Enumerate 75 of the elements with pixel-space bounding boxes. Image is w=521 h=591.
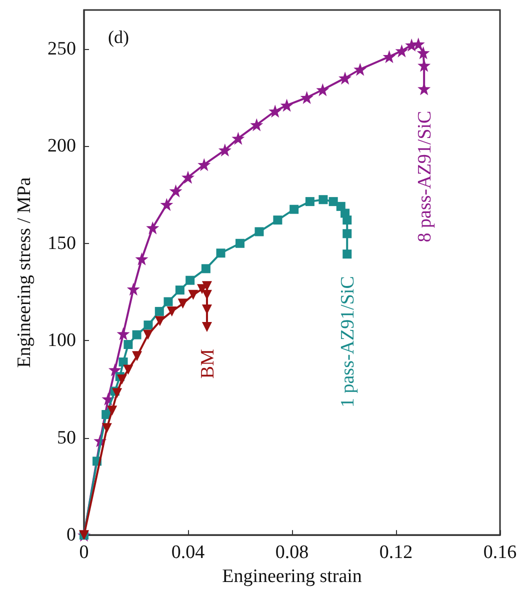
annotation: (d)	[108, 27, 129, 47]
point	[178, 298, 188, 309]
x-tick-label: 0.12	[379, 542, 413, 564]
point	[305, 197, 314, 206]
point	[202, 290, 212, 300]
y-tick-label: 100	[48, 330, 76, 352]
x-axis-title: Engineering strain	[222, 566, 362, 587]
point	[132, 351, 142, 362]
point	[342, 229, 352, 238]
point	[142, 330, 153, 340]
point	[236, 238, 244, 248]
point	[116, 327, 130, 340]
point	[300, 91, 314, 104]
point	[116, 374, 127, 385]
x-tick-label: 0.04	[171, 542, 206, 564]
point	[202, 304, 212, 314]
point	[132, 330, 142, 340]
y-tick-label: 50	[57, 427, 76, 448]
point	[280, 98, 294, 112]
y-tick-label: 150	[48, 232, 76, 254]
point	[250, 118, 264, 132]
point	[154, 316, 165, 326]
text: BM	[197, 348, 218, 379]
point	[338, 72, 352, 85]
y-tick-label: 250	[48, 38, 76, 60]
text: 8 pass-AZ91/SiC	[414, 110, 436, 242]
point	[316, 83, 330, 96]
y-axis-title: Engineering stress / MPa	[14, 176, 35, 368]
x-tick-label: 0.08	[275, 542, 309, 564]
point	[146, 221, 160, 234]
point	[232, 132, 245, 145]
point	[126, 282, 140, 296]
point	[198, 158, 211, 172]
point	[112, 388, 122, 398]
point	[318, 195, 328, 204]
point	[273, 216, 282, 225]
point	[186, 276, 195, 285]
point	[166, 306, 177, 316]
point	[154, 306, 164, 316]
point	[328, 197, 338, 206]
text: 1 pass-AZ91/SiC	[338, 276, 359, 408]
point	[416, 46, 430, 60]
point	[216, 248, 226, 258]
point	[418, 58, 431, 72]
point	[118, 358, 128, 367]
x-tick-label: 0.16	[483, 542, 517, 564]
point	[382, 50, 396, 64]
point	[107, 406, 118, 416]
point	[164, 297, 173, 306]
y-tick-label: 0	[66, 524, 76, 546]
point	[160, 198, 174, 211]
point	[188, 290, 198, 300]
point	[395, 44, 408, 58]
point	[124, 340, 133, 350]
point	[123, 364, 134, 375]
point	[418, 82, 431, 96]
point	[182, 170, 194, 184]
point	[169, 184, 182, 198]
point	[254, 227, 264, 236]
point	[144, 320, 153, 330]
point	[135, 252, 148, 266]
point	[202, 322, 212, 332]
point	[201, 264, 210, 274]
point	[102, 423, 112, 434]
point	[342, 250, 352, 259]
y-tick-label: 200	[48, 136, 76, 157]
point	[175, 286, 184, 295]
point	[290, 204, 299, 214]
point	[218, 144, 232, 157]
point	[412, 38, 425, 51]
point	[102, 410, 111, 420]
point	[268, 104, 282, 118]
x-tick-label: 0	[79, 542, 89, 564]
point	[354, 62, 367, 76]
point	[342, 216, 352, 225]
